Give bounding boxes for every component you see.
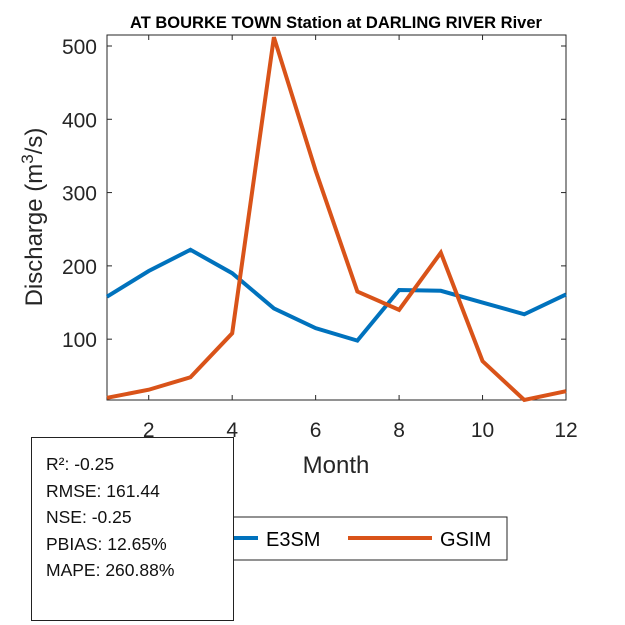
x-tick-label: 12 — [554, 419, 577, 442]
x-tick-label: 2 — [143, 419, 155, 442]
y-axis-label-sup: 3 — [18, 154, 37, 163]
y-tick-label: 500 — [62, 36, 97, 59]
y-tick-label: 200 — [62, 256, 97, 279]
stat-rmse: RMSE: 161.44 — [46, 480, 160, 501]
y-axis-label: Discharge (m3/s) — [18, 128, 48, 307]
legend-label-e3sm: E3SM — [266, 529, 320, 551]
x-tick-label: 10 — [471, 419, 494, 442]
y-axis-label-tail: /s) — [21, 128, 48, 155]
x-axis-label: Month — [303, 452, 370, 479]
y-axis-label-main: Discharge (m — [21, 164, 48, 307]
axes-box — [106, 34, 567, 401]
stat-r2: R²: -0.25 — [46, 454, 115, 474]
x-tick-label: 4 — [226, 419, 238, 442]
chart-title: AT BOURKE TOWN Station at DARLING RIVER … — [130, 14, 542, 32]
plot-area: 2 4 6 8 10 12 100 200 300 400 500 — [62, 34, 578, 442]
y-tick-label: 300 — [62, 183, 97, 206]
x-tick-label: 6 — [310, 419, 322, 442]
stat-pbias: PBIAS: 12.65% — [46, 533, 167, 554]
legend: E3SM GSIM — [204, 516, 508, 561]
x-tick-label: 8 — [393, 419, 405, 442]
series-line-gsim — [106, 36, 567, 403]
series-line-e3sm — [105, 247, 567, 343]
y-tick-label: 100 — [62, 329, 97, 352]
stat-mape: MAPE: 260.88% — [46, 560, 175, 580]
y-tick-label: 400 — [62, 109, 97, 132]
stats-box: R²: -0.25 RMSE: 161.44 NSE: -0.25 PBIAS:… — [31, 437, 234, 621]
stat-nse: NSE: -0.25 — [46, 507, 132, 527]
legend-label-gsim: GSIM — [440, 529, 491, 551]
